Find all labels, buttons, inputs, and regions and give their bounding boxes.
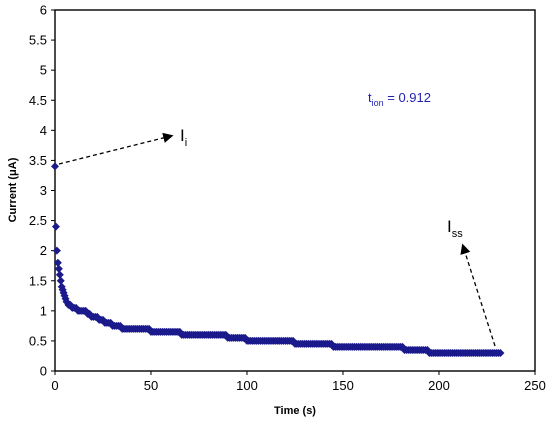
data-point xyxy=(52,246,61,255)
x-axis-label: Time (s) xyxy=(274,405,316,417)
data-point xyxy=(54,264,63,273)
iss-arrow xyxy=(460,243,496,347)
x-tick-label: 100 xyxy=(236,378,258,393)
iss-label: Iss xyxy=(447,217,463,240)
x-tick-label: 50 xyxy=(144,378,158,393)
y-tick-label: 1 xyxy=(40,303,47,318)
data-series xyxy=(51,162,505,357)
y-tick-label: 0.5 xyxy=(29,333,47,348)
x-tick-label: 200 xyxy=(428,378,450,393)
y-tick-label: 0 xyxy=(40,364,47,379)
x-axis-ticks: 0 50 100 150 200 250 xyxy=(51,371,546,393)
y-tick-label: 3 xyxy=(40,183,47,198)
y-tick-label: 1.5 xyxy=(29,273,47,288)
ii-label: Ii xyxy=(180,126,187,149)
y-tick-label: 6 xyxy=(40,3,47,18)
y-tick-label: 3.5 xyxy=(29,153,47,168)
data-point xyxy=(51,162,59,171)
y-tick-label: 2 xyxy=(40,243,47,258)
data-point xyxy=(53,258,62,267)
y-axis-label-mu: μ xyxy=(7,169,19,176)
data-point xyxy=(51,222,60,231)
y-axis-label-end: A) xyxy=(7,157,19,169)
x-tick-label: 150 xyxy=(332,378,354,393)
data-point xyxy=(496,348,505,357)
y-tick-label: 2.5 xyxy=(29,213,47,228)
y-tick-label: 4.5 xyxy=(29,93,47,108)
x-tick-label: 250 xyxy=(524,378,546,393)
data-point xyxy=(56,276,65,285)
plot-area xyxy=(54,9,536,372)
y-axis-label: Current (μA) xyxy=(7,157,19,222)
y-tick-label: 4 xyxy=(40,123,47,138)
y-tick-label: 5 xyxy=(40,63,47,78)
x-tick-label: 0 xyxy=(51,378,58,393)
ii-arrow xyxy=(58,132,174,165)
y-axis-ticks: 0 0.5 1 1.5 2 2.5 3 3.5 4 4.5 5 5.5 6 xyxy=(29,3,55,379)
data-point xyxy=(55,270,64,279)
y-tick-label: 5.5 xyxy=(29,33,47,48)
y-axis-label-main: Current ( xyxy=(7,176,19,223)
tion-label: tion = 0.912 xyxy=(368,90,431,108)
